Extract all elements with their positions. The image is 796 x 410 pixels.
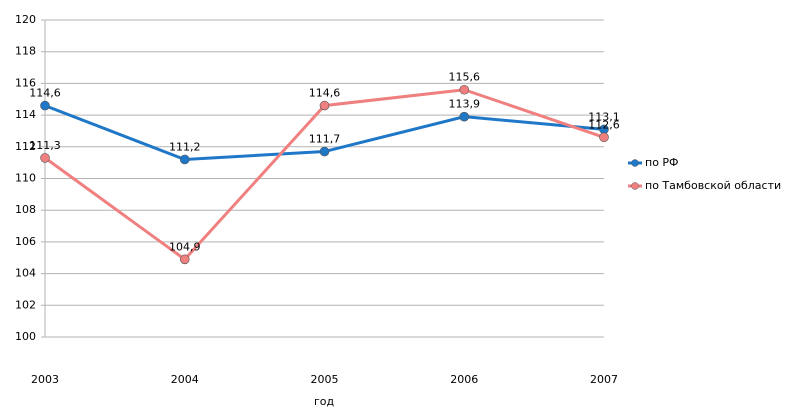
data-label: 114,6 [309,87,341,100]
data-point [459,111,470,122]
x-tick-label: 2006 [450,373,478,386]
data-label: 113,9 [449,98,481,111]
data-point [40,100,50,111]
y-tick-label: 104 [15,267,36,280]
data-label: 104,9 [169,240,201,253]
y-tick-label: 120 [15,13,36,26]
data-label: 111,7 [309,133,341,146]
legend-marker [631,159,639,167]
legend-label: по Тамбовской области [645,179,781,192]
data-label: 112,6 [588,118,620,131]
data-point [40,153,50,163]
data-label: 111,3 [29,139,61,152]
data-label: 111,2 [169,140,201,153]
y-tick-label: 116 [15,76,36,89]
y-tick-label: 118 [15,45,36,58]
data-point [179,254,190,265]
x-tick-label: 2005 [311,373,339,386]
data-label: 115,6 [449,71,481,84]
y-tick-label: 106 [15,235,36,248]
y-tick-label: 108 [15,203,36,216]
data-point [319,100,330,111]
data-point [179,154,190,165]
y-tick-label: 100 [15,330,36,343]
y-tick-label: 110 [15,172,36,185]
data-label: 114,6 [29,87,61,100]
x-tick-label: 2004 [171,373,199,386]
x-axis-label: год [314,395,335,408]
y-tick-label: 102 [15,298,36,311]
legend-label: по РФ [645,156,679,169]
data-point [599,132,609,143]
data-point [459,84,470,95]
x-tick-label: 2007 [590,373,618,386]
y-tick-label: 114 [15,108,36,121]
legend-marker [631,182,639,190]
data-label: 113,1 [588,110,620,123]
x-tick-label: 2003 [31,373,59,386]
y-tick-label: 112 [15,140,36,153]
data-point [319,146,330,157]
